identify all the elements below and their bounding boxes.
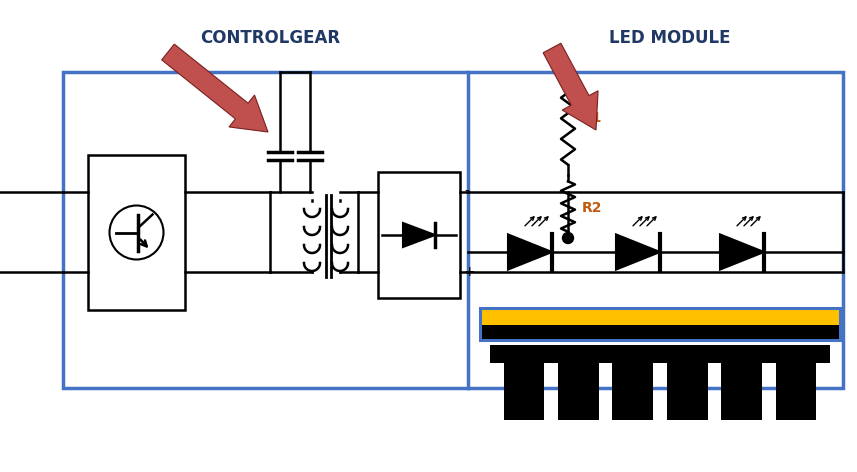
Text: +: + bbox=[464, 265, 476, 279]
Text: R2: R2 bbox=[582, 202, 602, 216]
Bar bbox=[480, 308, 840, 340]
Bar bbox=[722, 363, 762, 420]
Polygon shape bbox=[720, 235, 764, 270]
Bar bbox=[558, 363, 599, 420]
Text: -: - bbox=[464, 185, 469, 199]
Bar bbox=[480, 308, 840, 325]
Bar bbox=[88, 155, 185, 310]
Polygon shape bbox=[162, 44, 268, 132]
Polygon shape bbox=[403, 223, 435, 247]
Bar bbox=[613, 363, 653, 420]
Bar bbox=[63, 72, 843, 388]
Text: R1: R1 bbox=[582, 111, 602, 126]
Bar bbox=[480, 325, 840, 340]
Circle shape bbox=[110, 205, 164, 260]
Text: LED MODULE: LED MODULE bbox=[609, 29, 731, 47]
Circle shape bbox=[562, 233, 573, 244]
Bar bbox=[504, 363, 544, 420]
Text: CONTROLGEAR: CONTROLGEAR bbox=[200, 29, 340, 47]
Polygon shape bbox=[543, 43, 598, 130]
Polygon shape bbox=[508, 235, 552, 270]
Bar bbox=[490, 345, 830, 363]
Polygon shape bbox=[616, 235, 660, 270]
Bar bbox=[667, 363, 708, 420]
Bar bbox=[776, 363, 817, 420]
Bar bbox=[378, 172, 460, 298]
